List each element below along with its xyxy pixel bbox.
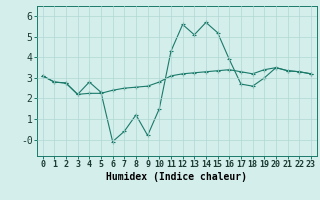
- X-axis label: Humidex (Indice chaleur): Humidex (Indice chaleur): [106, 172, 247, 182]
